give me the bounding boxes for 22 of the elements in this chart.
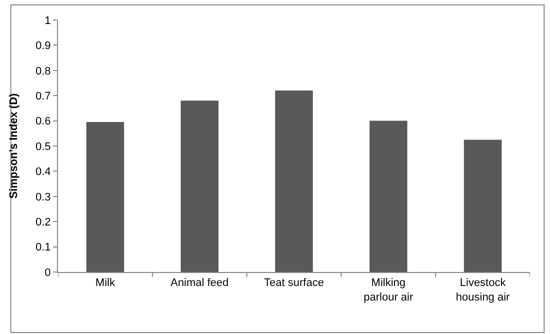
x-tick-label: Milk bbox=[95, 277, 116, 290]
y-tick-label: 1 bbox=[44, 14, 51, 27]
bar bbox=[370, 120, 408, 272]
y-tick-label: 0.1 bbox=[36, 242, 51, 254]
x-tick-label: Teat surface bbox=[264, 277, 324, 290]
y-axis-title: Simpson’s Index (D) bbox=[8, 93, 20, 199]
y-tick-label: 0.9 bbox=[36, 40, 51, 52]
bar bbox=[86, 122, 124, 272]
y-tick-label: 0.5 bbox=[36, 140, 51, 153]
y-tick-label: 0 bbox=[44, 266, 51, 279]
x-tick-label: Milking parlour air bbox=[364, 277, 414, 304]
bar bbox=[464, 140, 502, 272]
y-tick-label: 0.6 bbox=[36, 116, 51, 128]
bar bbox=[275, 90, 313, 272]
y-tick-label: 0.8 bbox=[36, 65, 51, 78]
x-tick-label: Livestock housing air bbox=[456, 277, 510, 304]
x-tick-label: Animal feed bbox=[170, 277, 229, 290]
bar bbox=[180, 100, 218, 272]
y-tick-label: 0.4 bbox=[36, 166, 51, 178]
y-tick-label: 0.2 bbox=[36, 216, 51, 228]
y-tick-label: 0.7 bbox=[36, 90, 51, 102]
y-tick-label: 0.3 bbox=[36, 191, 51, 204]
